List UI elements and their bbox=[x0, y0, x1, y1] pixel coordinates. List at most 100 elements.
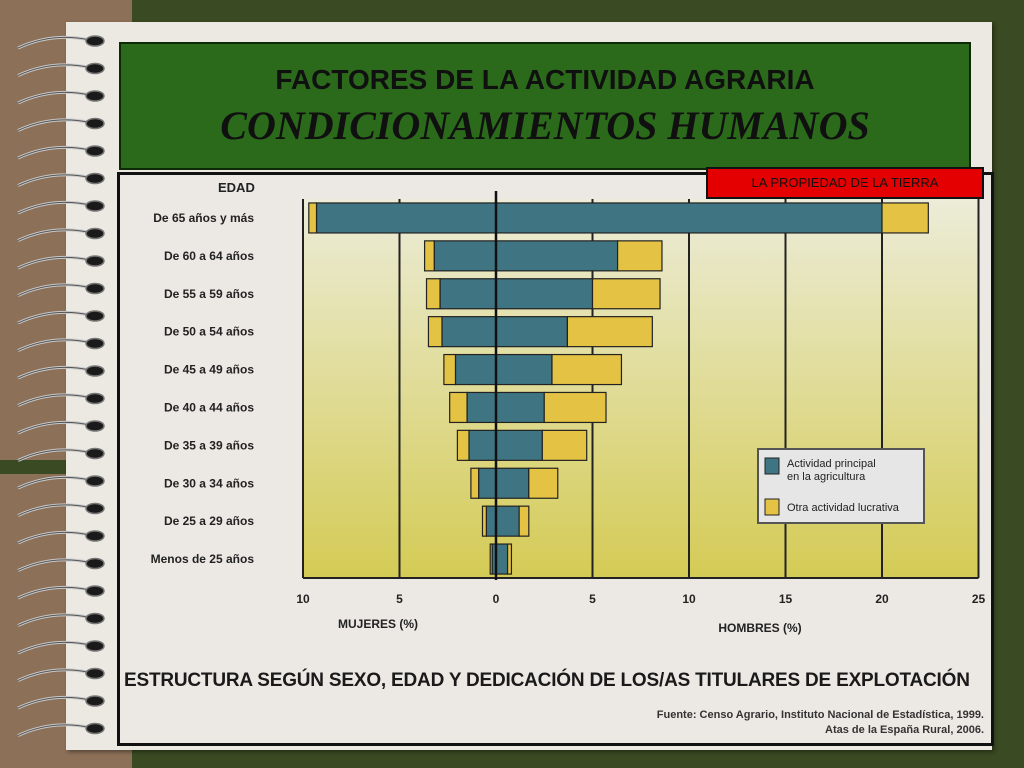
slide-subtitle: CONDICIONAMIENTOS HUMANOS bbox=[220, 103, 870, 148]
bar-mujeres-otra-0 bbox=[308, 202, 318, 234]
legend-label-principal-2: en la agricultura bbox=[787, 471, 866, 483]
bar-hombres-otra-9 bbox=[506, 543, 513, 575]
ring-wire-13 bbox=[17, 393, 91, 407]
ring-hole-8 bbox=[85, 255, 105, 267]
bar-hombres-otra-0 bbox=[881, 202, 929, 234]
bar-hombres-principal-2 bbox=[495, 278, 594, 310]
chart-title: ESTRUCTURA SEGÚN SEXO, EDAD Y DEDICACIÓN… bbox=[124, 670, 970, 691]
ring-hole-19 bbox=[85, 557, 105, 570]
spiral-rings bbox=[17, 35, 105, 737]
x-axis-title-hombres: HOMBRES (%) bbox=[718, 621, 801, 635]
x-axis-title-mujeres: MUJERES (%) bbox=[338, 617, 418, 631]
category-label-3: De 50 a 54 años bbox=[164, 325, 254, 339]
bar-mujeres-principal-1 bbox=[433, 240, 497, 272]
ring-wire-4 bbox=[17, 145, 91, 160]
ring-shadow-4 bbox=[17, 146, 91, 159]
bar-hombres-otra-2 bbox=[591, 278, 661, 310]
ring-hole-11 bbox=[85, 337, 105, 350]
ring-shadow-2 bbox=[17, 91, 91, 104]
bar-mujeres-otra-5 bbox=[449, 391, 468, 424]
ring-hole-17 bbox=[85, 502, 105, 515]
ring-wire-18 bbox=[17, 530, 91, 545]
bar-mujeres-otra-3 bbox=[427, 316, 443, 348]
bar-hombres-otra-4 bbox=[551, 353, 623, 386]
ring-shadow-1 bbox=[17, 64, 91, 76]
ring-shadow-6 bbox=[17, 201, 91, 214]
y-axis-title: EDAD bbox=[218, 180, 255, 195]
category-label-6: De 35 a 39 años bbox=[164, 438, 254, 452]
ring-shadow-3 bbox=[17, 119, 91, 131]
ring-shadow-18 bbox=[17, 531, 91, 544]
category-label-8: De 25 a 29 años bbox=[164, 514, 254, 528]
ring-wire-2 bbox=[17, 90, 91, 105]
ring-hole-9 bbox=[85, 282, 105, 295]
bar-hombres-principal-7 bbox=[495, 467, 530, 499]
bar-mujeres-principal-0 bbox=[315, 202, 497, 234]
bar-mujeres-otra-4 bbox=[443, 353, 457, 386]
tick-right-3: 15 bbox=[779, 592, 793, 606]
ring-hole-21 bbox=[85, 612, 105, 625]
bar-hombres-principal-6 bbox=[495, 429, 543, 461]
ring-wire-7 bbox=[17, 228, 91, 242]
ring-hole-15 bbox=[85, 447, 105, 460]
ring-hole-1 bbox=[85, 62, 105, 75]
ring-hole-24 bbox=[85, 695, 105, 707]
ring-wire-25 bbox=[17, 723, 91, 737]
ring-wire-12 bbox=[17, 365, 91, 380]
ring-shadow-17 bbox=[17, 504, 91, 516]
ring-hole-12 bbox=[85, 365, 105, 377]
bar-hombres-otra-8 bbox=[518, 505, 530, 537]
ring-shadow-14 bbox=[17, 421, 91, 434]
ring-shadow-21 bbox=[17, 614, 91, 626]
bar-mujeres-principal-8 bbox=[485, 505, 497, 537]
legend-swatch-principal bbox=[764, 457, 780, 475]
topic-badge: LA PROPIEDAD DE LA TIERRA bbox=[706, 167, 984, 199]
ring-wire-21 bbox=[17, 613, 91, 627]
legend-label-principal-1: Actividad principal bbox=[787, 458, 876, 470]
bar-hombres-otra-1 bbox=[616, 240, 663, 272]
category-label-2: De 55 a 59 años bbox=[164, 287, 254, 301]
ring-wire-15 bbox=[17, 448, 91, 462]
bar-mujeres-principal-4 bbox=[454, 353, 497, 386]
ring-wire-6 bbox=[17, 200, 91, 215]
ring-wire-11 bbox=[17, 338, 91, 352]
tick-right-0: 0 bbox=[493, 592, 500, 606]
bar-hombres-principal-9 bbox=[495, 543, 509, 575]
ring-hole-22 bbox=[85, 640, 105, 652]
bar-hombres-principal-1 bbox=[495, 240, 619, 272]
bar-hombres-otra-7 bbox=[528, 467, 559, 499]
ring-shadow-15 bbox=[17, 449, 91, 461]
category-label-5: De 40 a 44 años bbox=[164, 400, 254, 414]
ring-hole-0 bbox=[85, 35, 105, 47]
category-labels: De 65 años y más De 60 a 64 años De 55 a 5… bbox=[151, 211, 255, 566]
ring-hole-6 bbox=[85, 200, 105, 212]
ring-wire-1 bbox=[17, 63, 91, 77]
slide-title: FACTORES DE LA ACTIVIDAD AGRARIA bbox=[275, 64, 815, 95]
bar-hombres-principal-3 bbox=[495, 316, 569, 348]
ring-wire-0 bbox=[17, 35, 91, 50]
tick-right-2: 10 bbox=[682, 592, 696, 606]
ring-hole-13 bbox=[85, 392, 105, 405]
ring-shadow-23 bbox=[17, 669, 91, 681]
source-line-2: Atas de la España Rural, 2006. bbox=[825, 724, 984, 736]
tick-right-4: 20 bbox=[875, 592, 889, 606]
bar-mujeres-principal-5 bbox=[466, 391, 497, 424]
bars-group bbox=[308, 202, 929, 575]
ring-hole-25 bbox=[85, 722, 105, 735]
tick-right-5: 25 bbox=[972, 592, 986, 606]
tick-labels: 10 5 0 5 10 15 20 25 bbox=[296, 592, 985, 606]
bar-mujeres-principal-3 bbox=[441, 316, 497, 348]
bar-mujeres-otra-9 bbox=[489, 543, 493, 575]
ring-hole-14 bbox=[85, 420, 105, 432]
ring-wire-24 bbox=[17, 695, 91, 710]
ring-hole-23 bbox=[85, 667, 105, 680]
pyramid-chart: EDAD De 65 años y más De 60 a 64 años De 5… bbox=[151, 180, 986, 635]
ring-shadow-24 bbox=[17, 696, 91, 709]
ring-wire-9 bbox=[17, 283, 91, 297]
bar-mujeres-otra-8 bbox=[481, 505, 487, 537]
bar-mujeres-otra-6 bbox=[456, 429, 470, 461]
ring-wire-10 bbox=[17, 310, 91, 325]
tick-right-1: 5 bbox=[589, 592, 596, 606]
title-box: FACTORES DE LA ACTIVIDAD AGRARIA CONDICI… bbox=[119, 42, 971, 170]
ring-hole-16 bbox=[85, 475, 105, 487]
